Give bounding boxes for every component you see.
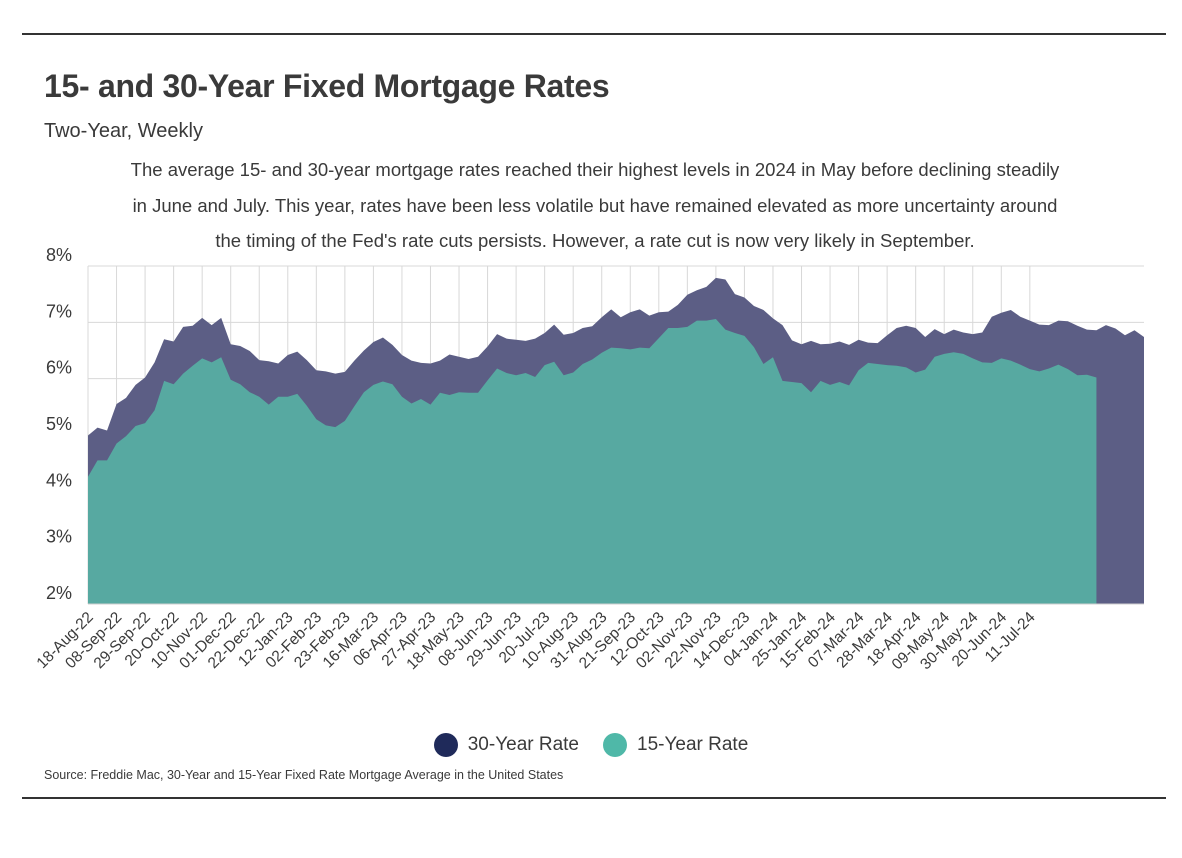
top-rule: [22, 33, 1166, 35]
legend-item-30-year: 30-Year Rate: [433, 733, 579, 757]
chart-annotation: The average 15- and 30-year mortgage rat…: [130, 159, 1060, 251]
series-area-15-year: [88, 318, 1097, 604]
y-tick-label: 2%: [46, 583, 72, 603]
y-tick-label: 6%: [46, 358, 72, 378]
chart-title: 15- and 30-Year Fixed Mortgage Rates: [44, 68, 610, 104]
legend-swatch-15-year: [603, 733, 627, 757]
legend-swatch-30-year: [433, 733, 458, 757]
bottom-rule: [22, 797, 1166, 799]
y-tick-label: 5%: [46, 414, 72, 434]
chart-legend: 30-Year Rate 15-Year Rate: [0, 733, 1182, 757]
chart-subtitle: Two-Year, Weekly: [44, 120, 203, 142]
legend-label-15-year: 15-Year Rate: [637, 734, 749, 755]
y-tick-label: 4%: [46, 470, 72, 490]
y-tick-label: 8%: [46, 245, 72, 265]
legend-item-15-year: 15-Year Rate: [603, 733, 748, 757]
y-tick-label: 7%: [46, 301, 72, 321]
legend-label-30-year: 30-Year Rate: [467, 734, 579, 755]
y-tick-label: 3%: [46, 527, 72, 547]
source-note: Source: Freddie Mac, 30-Year and 15-Year…: [44, 768, 564, 782]
